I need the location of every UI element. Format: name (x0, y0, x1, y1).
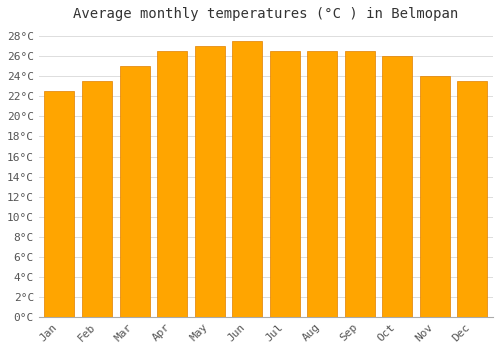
Bar (157, 51, 187, 317)
Bar (345, 51, 375, 317)
Bar (194, 46, 224, 317)
Bar (270, 51, 300, 317)
Bar (44, 91, 74, 317)
Bar (382, 56, 412, 317)
Bar (120, 66, 150, 317)
Bar (420, 76, 450, 317)
Bar (82, 82, 112, 317)
Bar (307, 51, 338, 317)
Bar (232, 41, 262, 317)
Bar (458, 82, 488, 317)
Title: Average monthly temperatures (°C ) in Belmopan: Average monthly temperatures (°C ) in Be… (74, 7, 458, 21)
